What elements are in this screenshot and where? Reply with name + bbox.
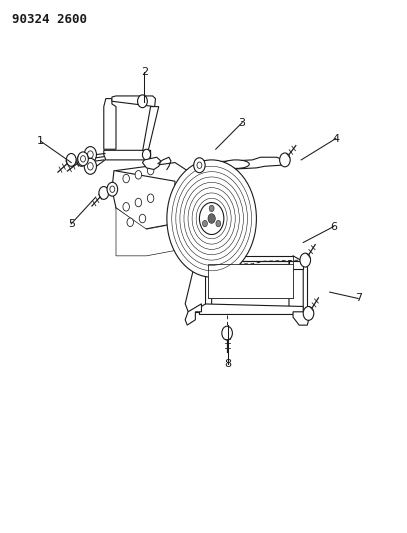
Circle shape bbox=[167, 160, 256, 277]
Circle shape bbox=[138, 95, 147, 108]
Circle shape bbox=[123, 174, 129, 183]
Text: 8: 8 bbox=[224, 359, 232, 368]
Circle shape bbox=[209, 205, 214, 212]
Polygon shape bbox=[116, 163, 204, 229]
Polygon shape bbox=[185, 261, 206, 314]
Circle shape bbox=[147, 166, 154, 175]
Polygon shape bbox=[199, 261, 303, 269]
Circle shape bbox=[107, 182, 118, 196]
Text: 5: 5 bbox=[68, 219, 75, 229]
Circle shape bbox=[78, 152, 88, 166]
Circle shape bbox=[142, 149, 151, 160]
Text: 6: 6 bbox=[330, 222, 337, 231]
Polygon shape bbox=[208, 264, 293, 298]
Polygon shape bbox=[293, 312, 309, 325]
Polygon shape bbox=[289, 261, 303, 312]
Polygon shape bbox=[199, 157, 283, 171]
Polygon shape bbox=[199, 261, 212, 312]
Circle shape bbox=[208, 214, 215, 223]
Circle shape bbox=[135, 198, 142, 207]
Polygon shape bbox=[142, 107, 159, 152]
Text: 3: 3 bbox=[239, 118, 246, 127]
Text: 4: 4 bbox=[332, 134, 339, 143]
Circle shape bbox=[99, 187, 109, 199]
Polygon shape bbox=[199, 304, 303, 314]
Circle shape bbox=[303, 306, 314, 320]
Polygon shape bbox=[104, 150, 151, 160]
Text: 90324 2600: 90324 2600 bbox=[12, 13, 87, 26]
Ellipse shape bbox=[223, 160, 249, 168]
Polygon shape bbox=[142, 157, 161, 169]
Circle shape bbox=[216, 221, 221, 227]
Text: 2: 2 bbox=[141, 67, 148, 77]
Polygon shape bbox=[112, 96, 155, 107]
Polygon shape bbox=[116, 208, 204, 256]
Circle shape bbox=[84, 158, 96, 174]
Polygon shape bbox=[112, 171, 175, 229]
Text: 1: 1 bbox=[37, 136, 44, 146]
Circle shape bbox=[127, 218, 133, 227]
Polygon shape bbox=[104, 99, 116, 149]
Circle shape bbox=[66, 154, 76, 166]
Circle shape bbox=[123, 203, 129, 211]
Circle shape bbox=[300, 253, 311, 267]
Circle shape bbox=[194, 158, 205, 173]
Text: 7: 7 bbox=[354, 294, 362, 303]
Circle shape bbox=[280, 153, 290, 167]
Circle shape bbox=[203, 221, 208, 227]
Circle shape bbox=[139, 214, 146, 223]
Polygon shape bbox=[185, 304, 201, 325]
Circle shape bbox=[84, 147, 96, 163]
Circle shape bbox=[147, 194, 154, 203]
Circle shape bbox=[135, 171, 142, 179]
Polygon shape bbox=[195, 264, 307, 312]
Circle shape bbox=[77, 155, 86, 166]
Circle shape bbox=[222, 326, 232, 340]
Circle shape bbox=[199, 203, 224, 235]
